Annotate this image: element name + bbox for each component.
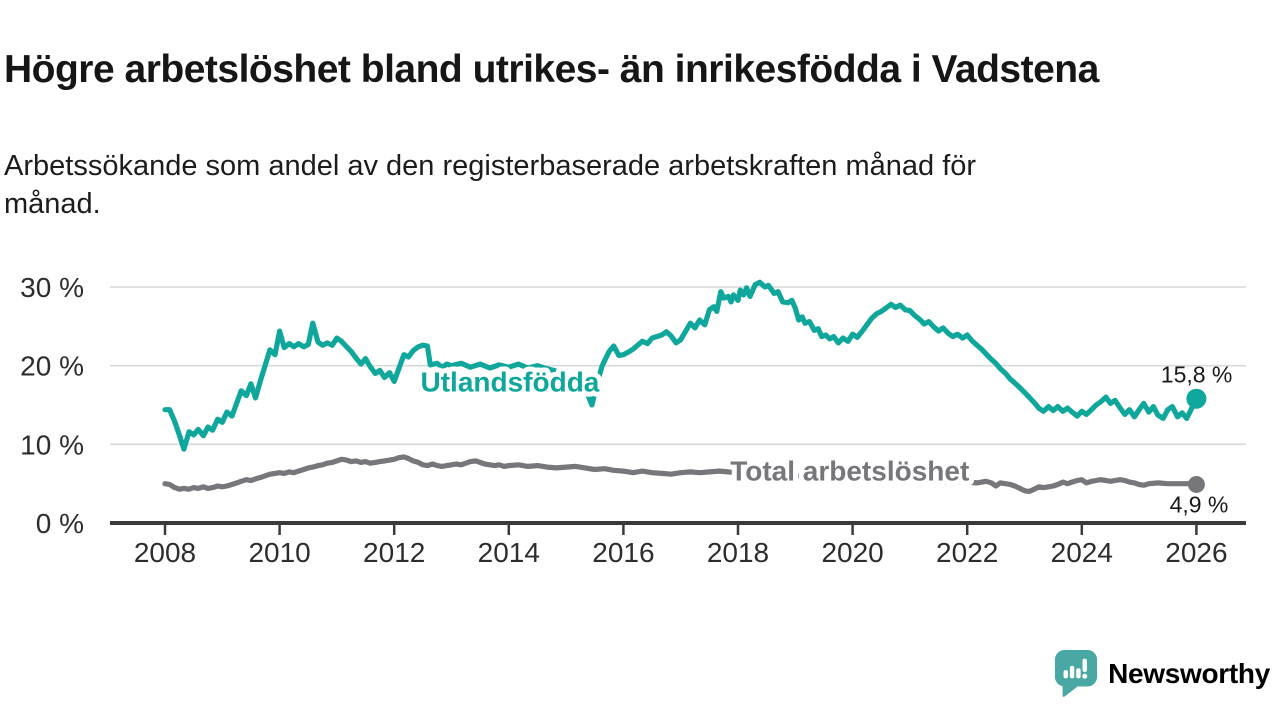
newsworthy-logo: Newsworthy	[1053, 648, 1270, 700]
series-line-utlandsfodda	[162, 279, 1199, 452]
logo-bar-3	[1076, 668, 1081, 679]
x-tick-label: 2014	[478, 537, 540, 568]
series-label-total: Total arbetslöshet	[730, 455, 969, 486]
y-tick-label: 20 %	[20, 351, 84, 382]
logo-bubble	[1054, 650, 1098, 687]
x-tick-label: 2008	[134, 537, 196, 568]
logo-exclamation-bar	[1082, 658, 1087, 673]
x-tick-label: 2024	[1051, 537, 1113, 568]
logo-exclamation-dot	[1082, 673, 1088, 679]
end-dot-total	[1187, 475, 1205, 493]
end-dot-utlandsfodda	[1186, 388, 1207, 409]
y-tick-label: 30 %	[20, 272, 84, 303]
logo-bubble-tail	[1062, 682, 1079, 697]
page-title: Högre arbetslöshet bland utrikes- än inr…	[4, 48, 1099, 92]
y-tick-label: 10 %	[20, 429, 84, 460]
series-label-utlandsfodda: Utlandsfödda	[421, 366, 600, 397]
series-line-total	[162, 454, 1199, 495]
end-value-label-utlandsfodda: 15,8 %	[1161, 362, 1233, 388]
x-tick-label: 2020	[821, 537, 883, 568]
brand-name: Newsworthy	[1108, 658, 1270, 689]
x-tick-label: 2010	[248, 537, 310, 568]
x-tick-label: 2022	[936, 537, 998, 568]
logo-bar-2	[1069, 665, 1075, 679]
logo-bar-1	[1063, 670, 1069, 679]
x-tick-label: 2026	[1165, 537, 1227, 568]
x-tick-label: 2016	[592, 537, 654, 568]
y-tick-label: 0 %	[36, 508, 84, 539]
x-tick-label: 2012	[363, 537, 425, 568]
chart-subtitle: Arbetssökande som andel av den registerb…	[4, 150, 977, 221]
end-value-label-total: 4,9 %	[1170, 491, 1229, 517]
x-tick-label: 2018	[707, 537, 769, 568]
newsworthy-logo-icon	[1054, 650, 1098, 697]
